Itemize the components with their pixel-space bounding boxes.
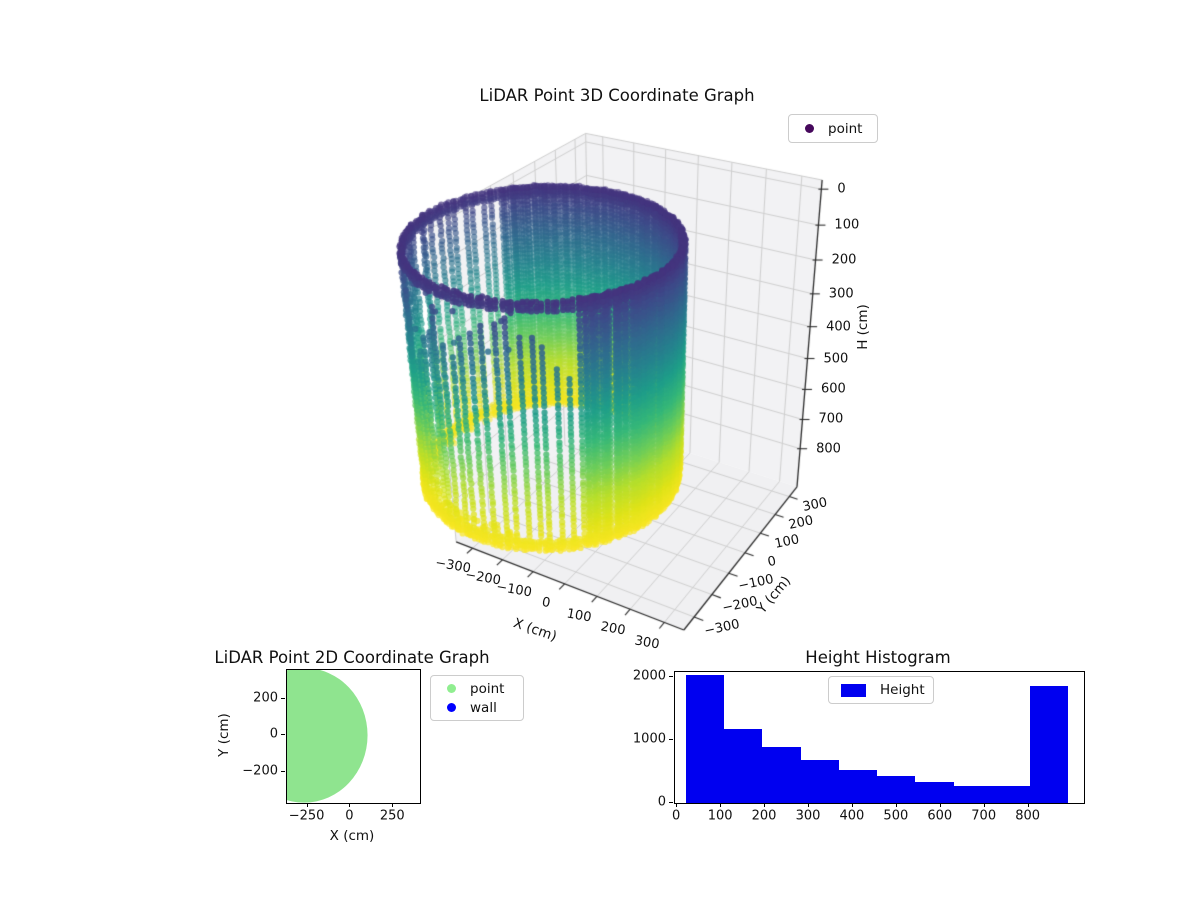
histogram-bar	[1029, 685, 1069, 803]
histogram-bar	[838, 770, 878, 803]
plot3d-zlabel: H (cm)	[855, 304, 871, 350]
tick-label-hist-x: 100	[707, 808, 733, 824]
tick-label-hist-x: 500	[883, 808, 909, 824]
histogram-bar	[991, 786, 1030, 803]
tick-label-3d-z: 600	[820, 381, 846, 397]
tick-label-hist-y: 2000	[632, 668, 666, 684]
wall-marker-icon	[447, 703, 456, 712]
tick-label-3d-z: 700	[818, 411, 844, 427]
plot3d-title: LiDAR Point 3D Coordinate Graph	[479, 86, 755, 105]
tick-2d-y	[281, 697, 285, 699]
point-cloud-blob	[287, 670, 368, 803]
plot2d-xlabel: X (cm)	[329, 828, 375, 844]
tick-label-2d-x: −250	[288, 808, 325, 824]
hist-title: Height Histogram	[805, 648, 951, 667]
plot2d-legend-label-point: point	[470, 680, 505, 697]
tick-label-3d-z: 400	[826, 319, 851, 335]
tick-2d-y	[281, 770, 285, 772]
point-marker-icon	[447, 684, 456, 693]
tick-2d-y	[281, 734, 285, 736]
tick-label-3d-z: 0	[837, 181, 846, 197]
plot2d-legend: point wall	[430, 675, 524, 721]
tick-label-hist-x: 200	[751, 808, 777, 824]
tick-2d-x	[349, 803, 351, 807]
plot3d-legend: point	[788, 114, 878, 143]
tick-hist-x	[720, 803, 722, 807]
tick-label-2d-y: 0	[269, 726, 278, 742]
plot3d-legend-label: point	[828, 120, 863, 137]
tick-label-hist-x: 800	[1015, 808, 1041, 824]
tick-label-hist-x: 400	[839, 808, 865, 824]
histogram-bar	[915, 782, 954, 803]
tick-label-3d-z: 200	[831, 252, 857, 268]
tick-hist-x	[807, 803, 809, 807]
tick-label-hist-y: 0	[657, 794, 666, 810]
histogram-bar	[800, 759, 839, 803]
tick-label-hist-x: 300	[795, 808, 821, 824]
histogram-bar	[877, 776, 916, 803]
tick-hist-x	[851, 803, 853, 807]
plot2d-axes	[286, 669, 421, 804]
tick-hist-y	[669, 739, 673, 741]
tick-2d-x	[392, 803, 394, 807]
tick-label-3d-z: 500	[823, 351, 849, 367]
hist-legend: Height	[828, 676, 934, 704]
tick-hist-x	[895, 803, 897, 807]
tick-label-2d-y: 200	[253, 690, 278, 706]
tick-hist-x	[939, 803, 941, 807]
tick-hist-x	[1027, 803, 1029, 807]
tick-label-2d-y: −200	[242, 763, 278, 779]
plot2d-ylabel: Y (cm)	[216, 713, 232, 757]
tick-hist-y	[669, 676, 673, 678]
tick-label-hist-x: 700	[971, 808, 997, 824]
tick-2d-x	[306, 803, 308, 807]
hist-legend-label: Height	[880, 682, 925, 698]
tick-label-3d-z: 300	[828, 286, 854, 302]
plot2d-legend-label-wall: wall	[470, 699, 497, 716]
height-swatch-icon	[841, 683, 866, 697]
tick-hist-x	[764, 803, 766, 807]
tick-hist-x	[983, 803, 985, 807]
plot2d-title: LiDAR Point 2D Coordinate Graph	[214, 648, 490, 667]
histogram-bar	[685, 675, 725, 803]
tick-label-3d-z: 100	[834, 217, 860, 233]
tick-label-2d-x: 250	[379, 808, 405, 824]
tick-label-hist-x: 0	[672, 808, 681, 824]
tick-hist-y	[669, 802, 673, 803]
tick-hist-x	[676, 803, 678, 807]
tick-label-3d-z: 800	[816, 441, 841, 457]
tick-label-hist-x: 600	[927, 808, 953, 824]
tick-label-hist-y: 1000	[632, 731, 666, 747]
histogram-bar	[762, 746, 801, 803]
point-marker-icon	[805, 124, 814, 133]
histogram-bar	[724, 729, 763, 803]
tick-label-2d-x: 0	[345, 808, 354, 824]
histogram-bar	[953, 786, 992, 803]
